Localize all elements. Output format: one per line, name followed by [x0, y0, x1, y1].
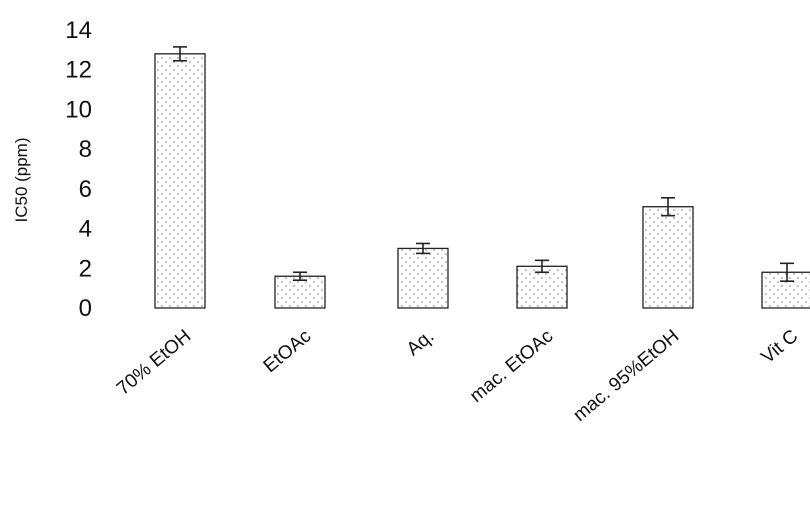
- y-tick-label-14: 14: [65, 17, 92, 44]
- x-tick-label-4: mac. EtOAc: [466, 326, 557, 407]
- x-tick-label-6: Vit C: [757, 326, 802, 368]
- bar-4: [516, 265, 568, 309]
- x-tick-label-3: Aq.: [403, 326, 438, 360]
- y-tick-label-0: 0: [79, 295, 92, 322]
- bar-3: [397, 247, 449, 309]
- error-bar-4: [535, 259, 549, 274]
- y-tick-label-10: 10: [65, 96, 92, 123]
- error-bar-6: [780, 262, 794, 282]
- bar-1: [154, 53, 206, 309]
- y-tick-label-8: 8: [79, 136, 92, 163]
- error-bar-1: [173, 46, 187, 62]
- y-tick-labels: 0 2 4 6 8 10 12 14: [65, 17, 92, 322]
- y-axis-label: IC50 (ppm): [12, 137, 31, 222]
- error-bar-3: [416, 242, 430, 255]
- y-tick-label-6: 6: [79, 176, 92, 203]
- y-tick-label-4: 4: [79, 216, 92, 243]
- bar-5: [642, 206, 694, 309]
- error-bars: [173, 46, 794, 282]
- y-tick-label-12: 12: [65, 57, 92, 84]
- x-tick-labels: 70% EtOH EtOAc Aq. mac. EtOAc mac. 95%EtOH Vi…: [113, 326, 802, 426]
- x-tick-label-5: mac. 95%EtOH: [569, 326, 683, 426]
- error-bar-2: [293, 271, 307, 282]
- x-tick-label-1: 70% EtOH: [113, 326, 195, 400]
- y-tick-label-2: 2: [79, 255, 92, 282]
- x-tick-label-2: EtOAc: [260, 326, 316, 377]
- bar-6: [761, 271, 810, 309]
- error-bar-5: [661, 196, 675, 217]
- bars: [154, 53, 810, 309]
- bar-2: [274, 275, 326, 309]
